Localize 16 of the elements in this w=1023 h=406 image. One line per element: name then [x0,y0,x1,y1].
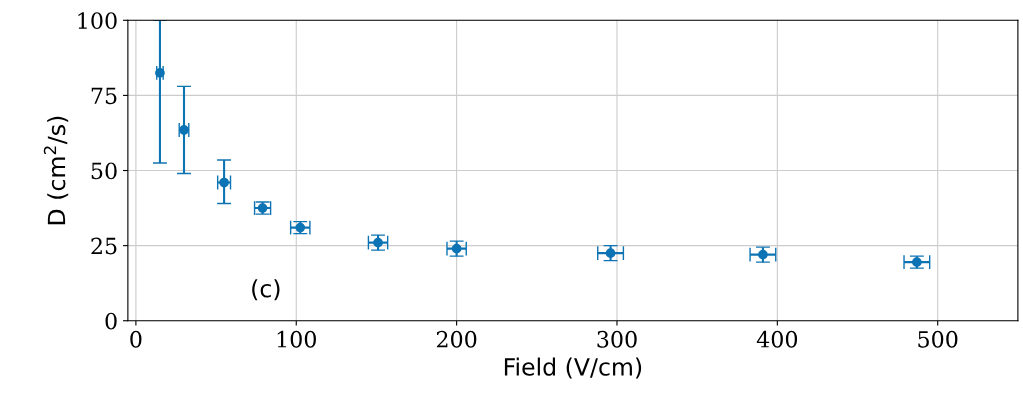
x-axis-title: Field (V/cm) [504,357,642,379]
x-tick-label: 100 [277,330,316,348]
y-tick-label: 100 [78,12,117,30]
point [605,248,616,259]
x-tick-label: 0 [130,330,142,348]
y-axis-title: D (cm$^{2}$/s) [43,116,69,225]
y-tick-label: 75 [91,87,117,105]
x-tick-label: 300 [597,330,637,348]
annotation: (c) [252,279,280,301]
x-tick-label: 400 [756,330,798,348]
x-tick-label: 500 [918,330,958,348]
y-tick-label: 0 [105,312,117,330]
x-tick-label: 200 [436,330,477,348]
y-tick-label: 25 [91,237,117,255]
y-tick-label: 50 [91,162,117,180]
point [758,249,768,260]
